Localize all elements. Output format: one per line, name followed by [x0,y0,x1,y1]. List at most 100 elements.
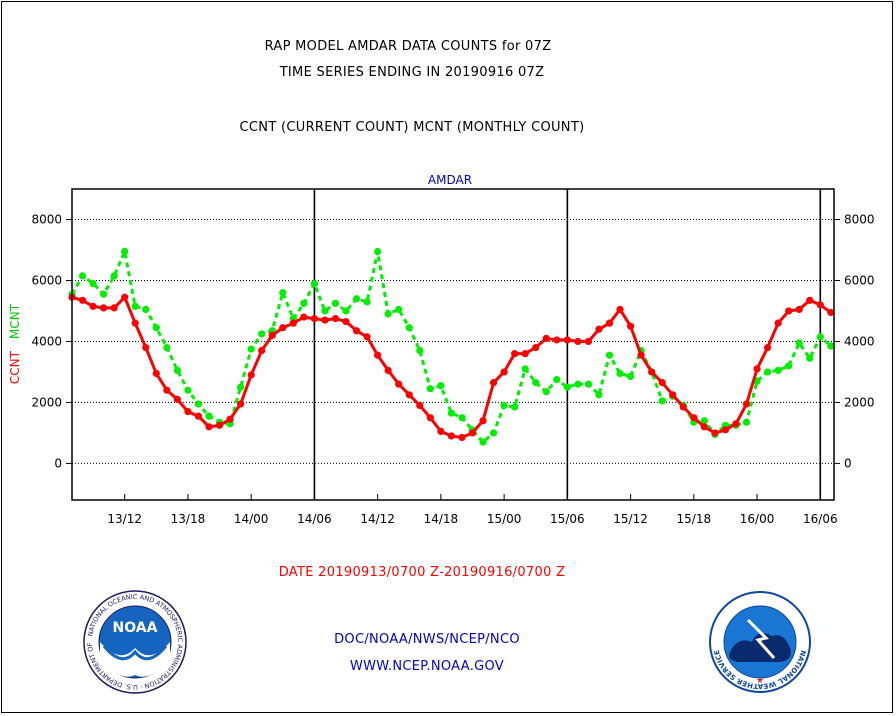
data-point-mcnt [374,247,382,256]
chart-subtitle: CCNT (CURRENT COUNT) MCNT (MONTHLY COUNT… [239,120,585,135]
data-point-mcnt [247,345,255,353]
data-point-ccnt [532,343,540,352]
data-point-ccnt [215,421,224,429]
data-point-mcnt [437,382,445,390]
data-point-mcnt [194,400,203,408]
data-point-ccnt [289,319,297,327]
noaa-logo-icon[interactable]: NOAA NATIONAL OCEANIC AND ATMOSPHERIC AD… [80,590,190,694]
data-point-ccnt [458,433,466,442]
y-tick-label: 2000 [31,395,62,409]
x-tick-label: 16/06 [803,512,838,526]
y-axis-right: 0 2000 4000 6000 8000 [834,212,875,470]
data-point-mcnt [237,383,245,391]
data-point-ccnt [384,366,392,375]
data-point-mcnt [563,383,571,391]
data-point-ccnt [184,407,192,416]
data-point-mcnt [405,324,413,332]
data-point-mcnt [479,438,487,446]
x-tick-label: 14/06 [297,512,332,526]
data-point-ccnt [405,391,413,399]
y-tick-label: 8000 [844,212,875,226]
x-tick-label: 16/00 [740,512,775,526]
y-axis-title-ccnt: CCNT [8,350,22,384]
agency-link[interactable]: DOC/NOAA/NWS/NCEP/NCO [334,632,520,647]
y-tick-label: 4000 [844,334,875,348]
y-axis-title: CCNT MCNT [8,303,22,384]
y-tick-label: 8000 [31,212,62,226]
data-point-ccnt [816,301,824,309]
data-point-ccnt [258,346,266,355]
x-tick-label: 15/00 [487,512,522,526]
chart-title-line1: RAP MODEL AMDAR DATA COUNTS for 07Z [264,39,552,54]
data-point-mcnt [742,418,751,426]
x-tick-label: 15/06 [550,512,585,526]
data-point-ccnt [742,400,751,408]
data-point-mcnt [163,343,171,352]
data-point-ccnt [721,426,730,434]
data-point-ccnt [711,429,719,437]
data-point-mcnt [700,417,708,425]
data-point-ccnt [279,324,287,332]
data-point-mcnt [152,324,160,332]
data-point-ccnt [827,308,835,317]
y-axis-left: 0 2000 4000 6000 8000 [31,212,72,470]
noaa-logo-text: NOAA [113,620,158,636]
data-point-ccnt [542,334,550,343]
data-point-mcnt [626,372,635,381]
data-point-mcnt [806,354,814,362]
nws-logo-icon[interactable]: ★ NATIONAL WEATHER SERVICE [708,590,812,694]
data-point-ccnt [205,423,213,431]
data-point-ccnt [426,414,434,422]
data-point-ccnt [437,427,445,435]
website-link[interactable]: WWW.NCEP.NOAA.GOV [349,659,505,674]
y-tick-label: 2000 [844,395,875,409]
data-point-mcnt [363,298,371,306]
data-point-ccnt [363,333,371,341]
data-point-ccnt [131,319,139,327]
data-point-mcnt [584,380,593,388]
data-point-ccnt [595,325,603,333]
data-point-ccnt [605,319,614,327]
data-point-mcnt [142,305,150,314]
data-point-mcnt [279,289,287,297]
data-point-ccnt [142,343,150,352]
y-tick-label: 0 [844,456,852,470]
data-point-mcnt [489,429,498,437]
data-point-ccnt [78,296,87,304]
data-point-mcnt [89,279,97,288]
data-point-mcnt [395,305,403,314]
data-point-ccnt [521,350,529,358]
x-axis: 13/12 13/18 14/00 14/06 14/12 14/18 15/00 15/06… [107,494,838,526]
data-point-ccnt [479,417,487,425]
data-point-ccnt [194,412,203,420]
data-point-mcnt [110,272,118,280]
data-point-ccnt [100,304,108,312]
series-ccnt [68,293,835,442]
data-point-mcnt [173,366,181,375]
data-point-mcnt [121,247,129,256]
data-point-ccnt [447,432,456,440]
x-tick-label: 13/12 [107,512,142,526]
data-point-mcnt [447,409,456,417]
y-tick-label: 4000 [31,334,62,348]
data-point-ccnt [679,403,687,411]
data-point-mcnt [605,351,614,359]
data-point-ccnt [416,401,424,410]
data-point-ccnt [584,337,593,346]
data-point-ccnt [500,368,508,376]
data-point-ccnt [563,336,571,344]
data-point-ccnt [268,331,276,339]
data-point-ccnt [669,391,677,399]
data-point-mcnt [184,386,192,394]
data-point-ccnt [511,350,519,358]
data-point-mcnt [416,346,424,355]
gridlines [72,218,834,464]
data-point-mcnt [426,385,434,393]
x-tick-label: 15/12 [613,512,648,526]
data-point-mcnt [658,397,666,405]
data-point-ccnt [226,415,234,423]
data-point-ccnt [163,386,171,394]
svg-text:★: ★ [756,676,764,686]
data-point-ccnt [648,368,656,376]
